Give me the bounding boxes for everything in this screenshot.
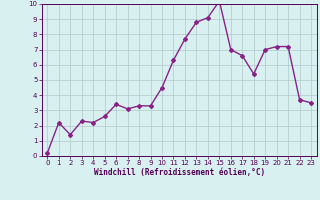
X-axis label: Windchill (Refroidissement éolien,°C): Windchill (Refroidissement éolien,°C) <box>94 168 265 177</box>
